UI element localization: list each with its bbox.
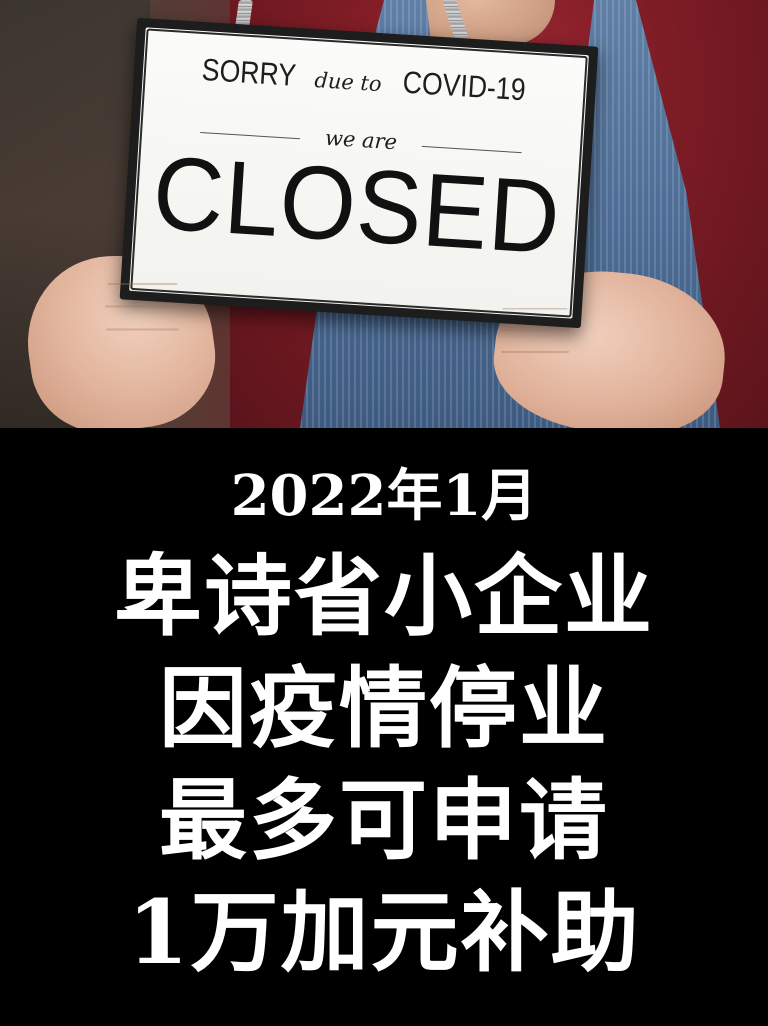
closed-sign: SORRY due to COVID-19 we are CLOSED (119, 17, 599, 329)
caption-line-3: 最多可申请 (158, 768, 609, 872)
caption-date: 2022年1月 (230, 463, 538, 529)
left-hand-fingers (105, 262, 180, 357)
sign-sorry-text: SORRY (200, 51, 298, 93)
hero-photo: SORRY due to COVID-19 we are CLOSED (0, 0, 768, 428)
caption-line-2: 因疫情停业 (158, 656, 609, 760)
right-hand-fingers (500, 288, 570, 378)
sign-covid-text: COVID-19 (401, 64, 527, 108)
caption-line-1: 卑诗省小企业 (113, 544, 654, 648)
caption-line-4: 1万加元补助 (127, 880, 641, 984)
sign-closed-text: CLOSED (149, 135, 565, 277)
sign-due-to-text: due to (313, 68, 383, 97)
caption-panel: 2022年1月 卑诗省小企业 因疫情停业 最多可申请 1万加元补助 (0, 428, 768, 1026)
